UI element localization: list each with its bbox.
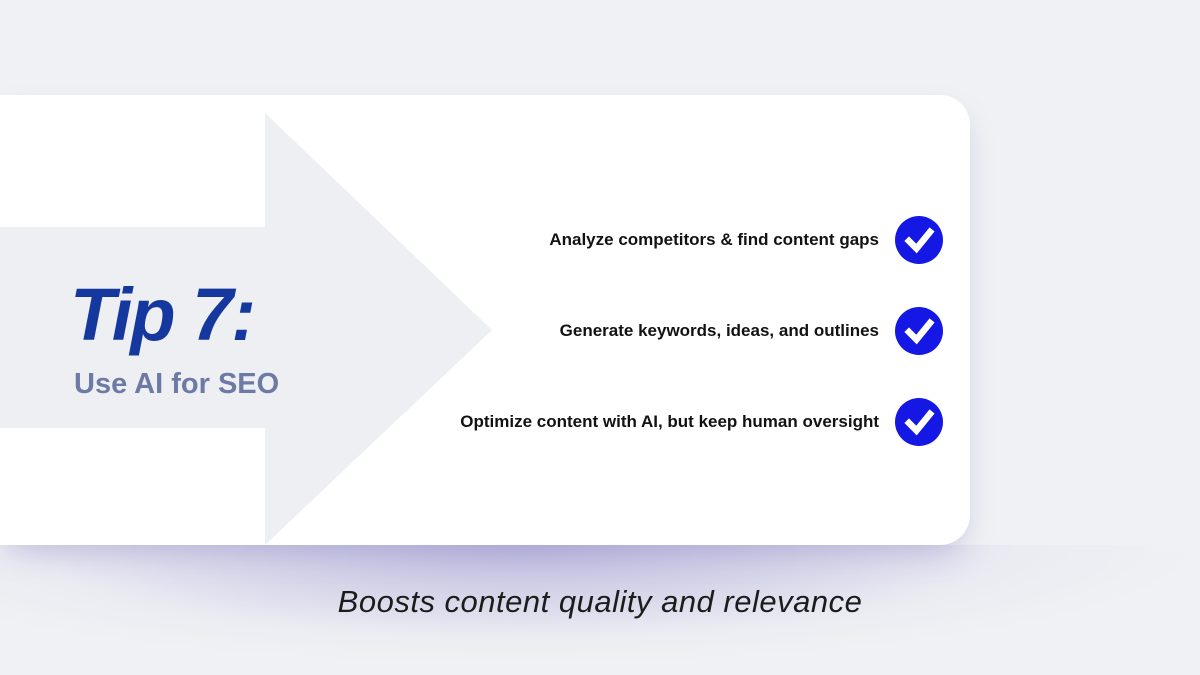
checklist-item: Analyze competitors & find content gaps	[549, 216, 943, 264]
check-icon	[895, 216, 943, 264]
check-icon	[895, 307, 943, 355]
checklist: Analyze competitors & find content gaps …	[460, 216, 943, 446]
tip-number-title: Tip 7:	[70, 273, 256, 356]
checklist-item: Optimize content with AI, but keep human…	[460, 398, 943, 446]
benefit-caption: Boosts content quality and relevance	[337, 584, 863, 619]
check-icon	[895, 398, 943, 446]
checklist-item-label: Analyze competitors & find content gaps	[549, 230, 879, 249]
checklist-item-label: Optimize content with AI, but keep human…	[460, 412, 879, 431]
checklist-item-label: Generate keywords, ideas, and outlines	[559, 321, 879, 340]
tip-card: Tip 7: Use AI for SEO Analyze competitor…	[0, 95, 970, 545]
tip-subtitle: Use AI for SEO	[74, 368, 280, 400]
card-shadow-glow	[0, 545, 1200, 675]
checklist-item: Generate keywords, ideas, and outlines	[560, 307, 943, 355]
